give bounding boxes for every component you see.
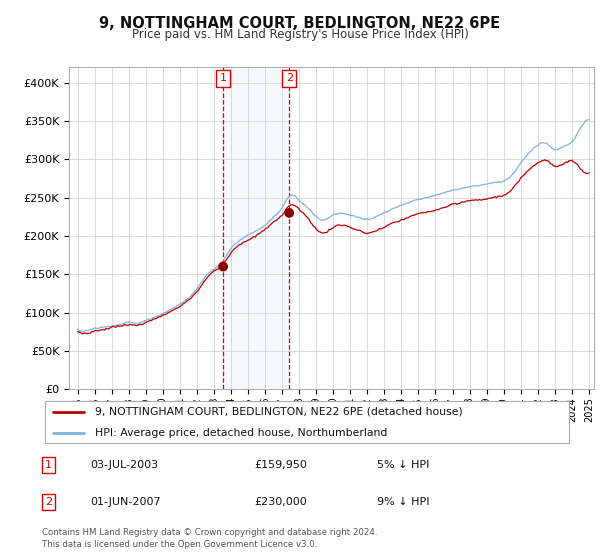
Point: [284, 208, 294, 217]
Text: 9% ↓ HPI: 9% ↓ HPI: [377, 497, 429, 507]
Bar: [223, 67, 289, 389]
Text: 5% ↓ HPI: 5% ↓ HPI: [377, 460, 429, 470]
Text: Contains HM Land Registry data © Crown copyright and database right 2024.
This d: Contains HM Land Registry data © Crown c…: [42, 528, 377, 549]
Text: 03-JUL-2003: 03-JUL-2003: [90, 460, 158, 470]
Text: HPI: Average price, detached house, Northumberland: HPI: Average price, detached house, Nort…: [95, 428, 388, 438]
Point: [218, 262, 228, 271]
Text: 1: 1: [220, 73, 227, 83]
Text: 9, NOTTINGHAM COURT, BEDLINGTON, NE22 6PE (detached house): 9, NOTTINGHAM COURT, BEDLINGTON, NE22 6P…: [95, 407, 463, 417]
Text: £159,950: £159,950: [254, 460, 307, 470]
Text: 01-JUN-2007: 01-JUN-2007: [90, 497, 160, 507]
Text: 1: 1: [45, 460, 52, 470]
Text: 2: 2: [45, 497, 52, 507]
Text: Price paid vs. HM Land Registry's House Price Index (HPI): Price paid vs. HM Land Registry's House …: [131, 28, 469, 41]
Text: 2: 2: [286, 73, 293, 83]
Text: 9, NOTTINGHAM COURT, BEDLINGTON, NE22 6PE: 9, NOTTINGHAM COURT, BEDLINGTON, NE22 6P…: [100, 16, 500, 31]
Text: £230,000: £230,000: [254, 497, 307, 507]
FancyBboxPatch shape: [44, 401, 569, 444]
